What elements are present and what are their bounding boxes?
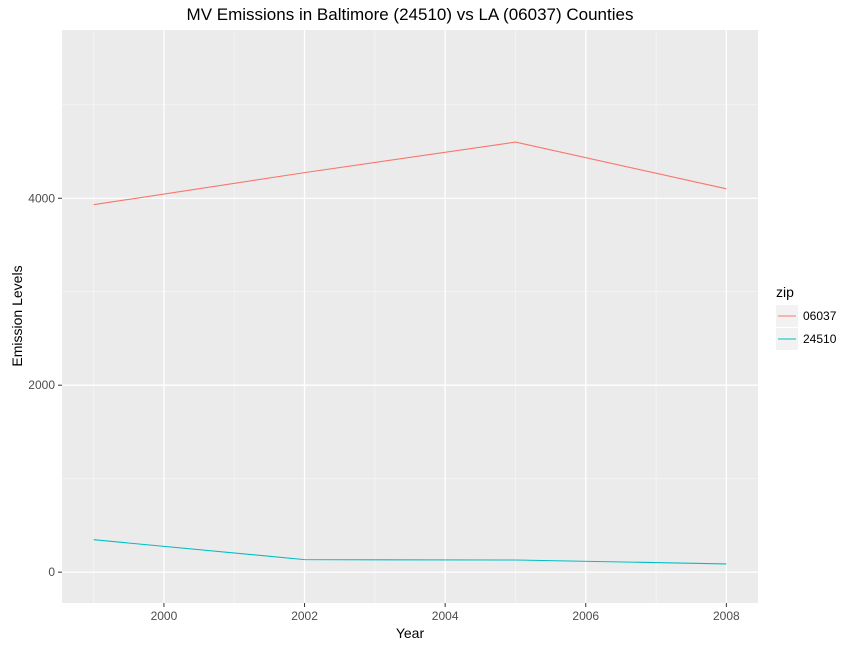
x-tick-label: 2006 [572,609,599,623]
legend-label: 24510 [803,332,837,346]
legend: zip 06037 24510 [776,284,837,350]
legend-title: zip [776,284,794,300]
y-tick-label: 2000 [28,378,55,392]
legend-label: 06037 [803,309,837,323]
x-tick-label: 2004 [432,609,459,623]
chart-title: MV Emissions in Baltimore (24510) vs LA … [186,5,634,24]
x-tick-label: 2002 [291,609,318,623]
x-tick-label: 2000 [151,609,178,623]
major-gridlines [62,30,758,603]
y-axis-ticks: 0 2000 4000 [28,191,62,579]
series-line-24510 [93,539,727,565]
series-lines [93,141,727,565]
x-axis-ticks: 2000 2002 2004 2006 2008 [151,603,740,623]
y-axis-title: Emission Levels [9,265,25,366]
minor-gridlines [62,30,758,603]
plot-panel [62,30,758,603]
series-line-06037 [93,141,727,206]
x-axis-title: Year [396,625,425,641]
x-tick-label: 2008 [713,609,740,623]
y-tick-label: 4000 [28,191,55,205]
y-tick-label: 0 [48,565,55,579]
legend-items: 06037 24510 [776,305,837,350]
